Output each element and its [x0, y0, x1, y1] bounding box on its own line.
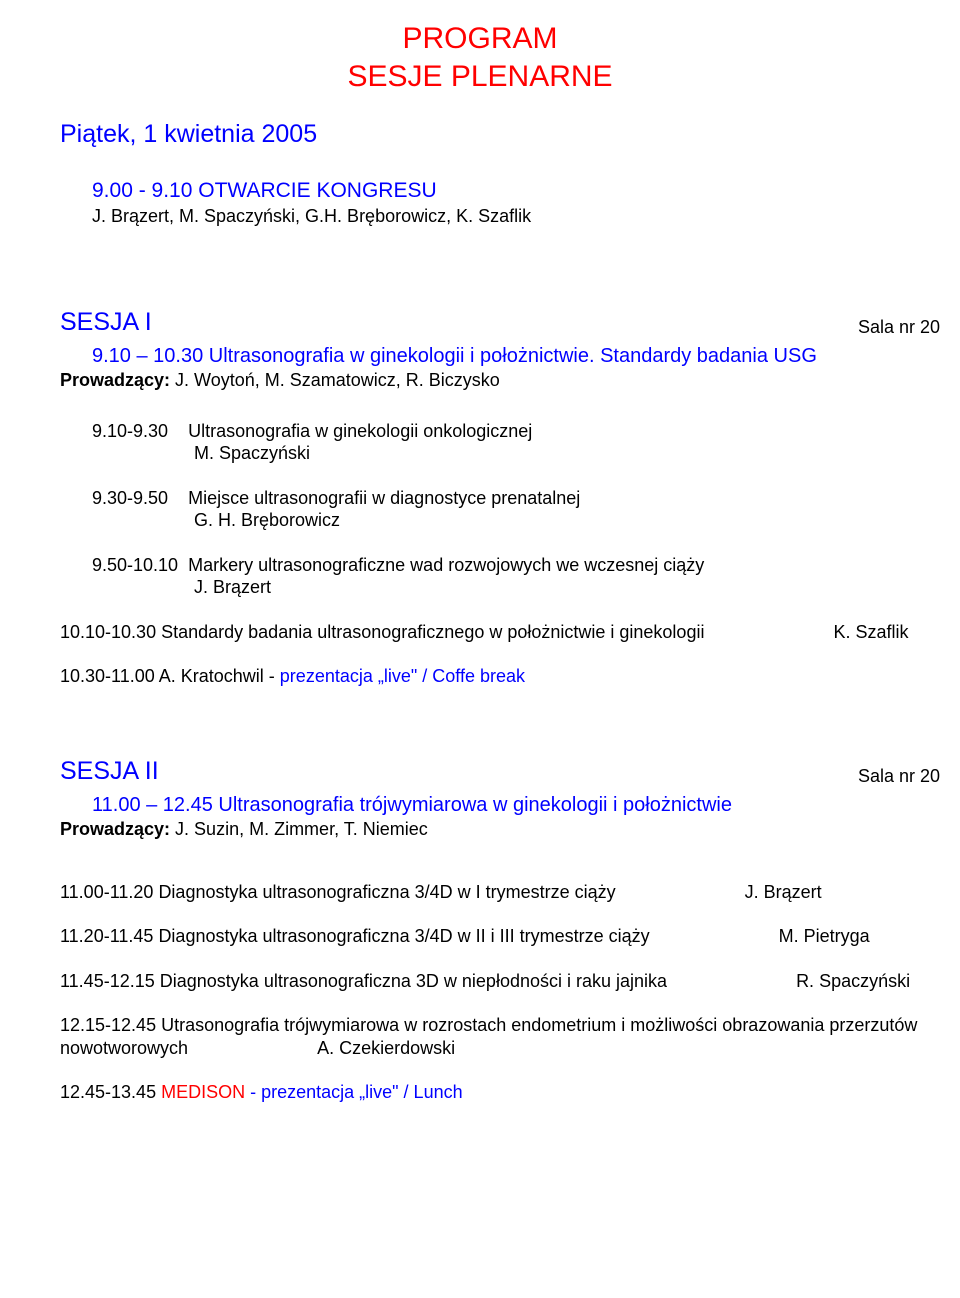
item-topic: Markery ultrasonograficzne wad rozwojowy… [188, 555, 704, 575]
session-1-item: 9.50-10.10 Markery ultrasonograficzne wa… [92, 554, 960, 599]
item-author: G. H. Bręborowicz [194, 509, 960, 532]
title-line-2: SESJE PLENARNE [60, 58, 900, 96]
session-1-break: 10.30-11.00 A. Kratochwil - prezentacja … [60, 665, 960, 688]
session-1-chairs: Prowadzący: J. Woytoń, M. Szamatowicz, R… [60, 369, 960, 392]
item-author: J. Brązert [194, 576, 960, 599]
item-topic: Ultrasonografia w ginekologii onkologicz… [188, 421, 532, 441]
item-author: R. Spaczyński [796, 971, 910, 991]
break-time-author: 10.30-11.00 A. Kratochwil - [60, 666, 280, 686]
item-topic: Diagnostyka ultrasonograficzna 3/4D w II… [158, 926, 649, 946]
session-2-item: 12.15-12.45 Utrasonografia trójwymiarowa… [60, 1014, 960, 1059]
item-time: 9.30-9.50 [92, 488, 168, 508]
chair-names: J. Woytoń, M. Szamatowicz, R. Biczysko [175, 370, 500, 390]
item-topic: Diagnostyka ultrasonograficzna 3D w niep… [160, 971, 667, 991]
opening-speakers: J. Brązert, M. Spaczyński, G.H. Bręborow… [92, 205, 960, 228]
break-blue-text: - prezentacja „live" / Lunch [250, 1082, 463, 1102]
chair-label: Prowadzący: [60, 370, 175, 390]
session-2-header-row: SESJA II Sala nr 20 [60, 756, 940, 787]
item-topic: Utrasonografia trójwymiarowa w rozrostac… [60, 1015, 917, 1058]
session-2-chairs: Prowadzący: J. Suzin, M. Zimmer, T. Niem… [60, 818, 960, 841]
break-red-text: MEDISON [161, 1082, 250, 1102]
item-topic: Standardy badania ultrasonograficznego w… [161, 622, 704, 642]
item-time: 11.00-11.20 [60, 882, 153, 902]
item-time: 9.10-9.30 [92, 421, 168, 441]
session-2-name: SESJA II [60, 756, 159, 787]
opening-time-title: 9.00 - 9.10 OTWARCIE KONGRESU [92, 178, 960, 204]
item-author: J. Brązert [745, 882, 822, 902]
item-author: M. Pietryga [779, 926, 870, 946]
item-time: 11.20-11.45 [60, 926, 153, 946]
chair-names: J. Suzin, M. Zimmer, T. Niemiec [175, 819, 428, 839]
break-blue-text: prezentacja „live" / Coffe break [280, 666, 525, 686]
session-1-item: 9.30-9.50 Miejsce ultrasonografii w diag… [92, 487, 960, 532]
title-line-1: PROGRAM [60, 20, 900, 58]
item-time: 10.10-10.30 [60, 622, 156, 642]
item-topic: Miejsce ultrasonografii w diagnostyce pr… [188, 488, 580, 508]
item-author: A. Czekierdowski [317, 1038, 455, 1058]
item-topic: Diagnostyka ultrasonograficzna 3/4D w I … [158, 882, 615, 902]
session-1-room: Sala nr 20 [858, 316, 940, 339]
session-2-item: 11.00-11.20 Diagnostyka ultrasonograficz… [60, 881, 960, 904]
session-2-item: 11.20-11.45 Diagnostyka ultrasonograficz… [60, 925, 960, 948]
session-2-subtitle: 11.00 – 12.45 Ultrasonografia trójwymiar… [92, 793, 960, 818]
session-2-item: 11.45-12.15 Diagnostyka ultrasonograficz… [60, 970, 960, 993]
session-1-name: SESJA I [60, 307, 152, 338]
break-time: 12.45-13.45 [60, 1082, 161, 1102]
session-1-header-row: SESJA I Sala nr 20 [60, 307, 940, 338]
session-1-item: 9.10-9.30 Ultrasonografia w ginekologii … [92, 420, 960, 465]
item-time: 11.45-12.15 [60, 971, 155, 991]
document-title: PROGRAM SESJE PLENARNE [60, 20, 900, 95]
date-line: Piątek, 1 kwietnia 2005 [60, 119, 960, 150]
item-time: 9.50-10.10 [92, 555, 178, 575]
session-1-item: 10.10-10.30 Standardy badania ultrasonog… [60, 621, 960, 644]
session-1-subtitle: 9.10 – 10.30 Ultrasonografia w ginekolog… [92, 344, 960, 369]
item-author: M. Spaczyński [194, 442, 960, 465]
item-author: K. Szaflik [833, 622, 908, 642]
chair-label: Prowadzący: [60, 819, 175, 839]
item-time: 12.15-12.45 [60, 1015, 156, 1035]
session-2-break: 12.45-13.45 MEDISON - prezentacja „live"… [60, 1081, 960, 1104]
session-2-room: Sala nr 20 [858, 765, 940, 788]
